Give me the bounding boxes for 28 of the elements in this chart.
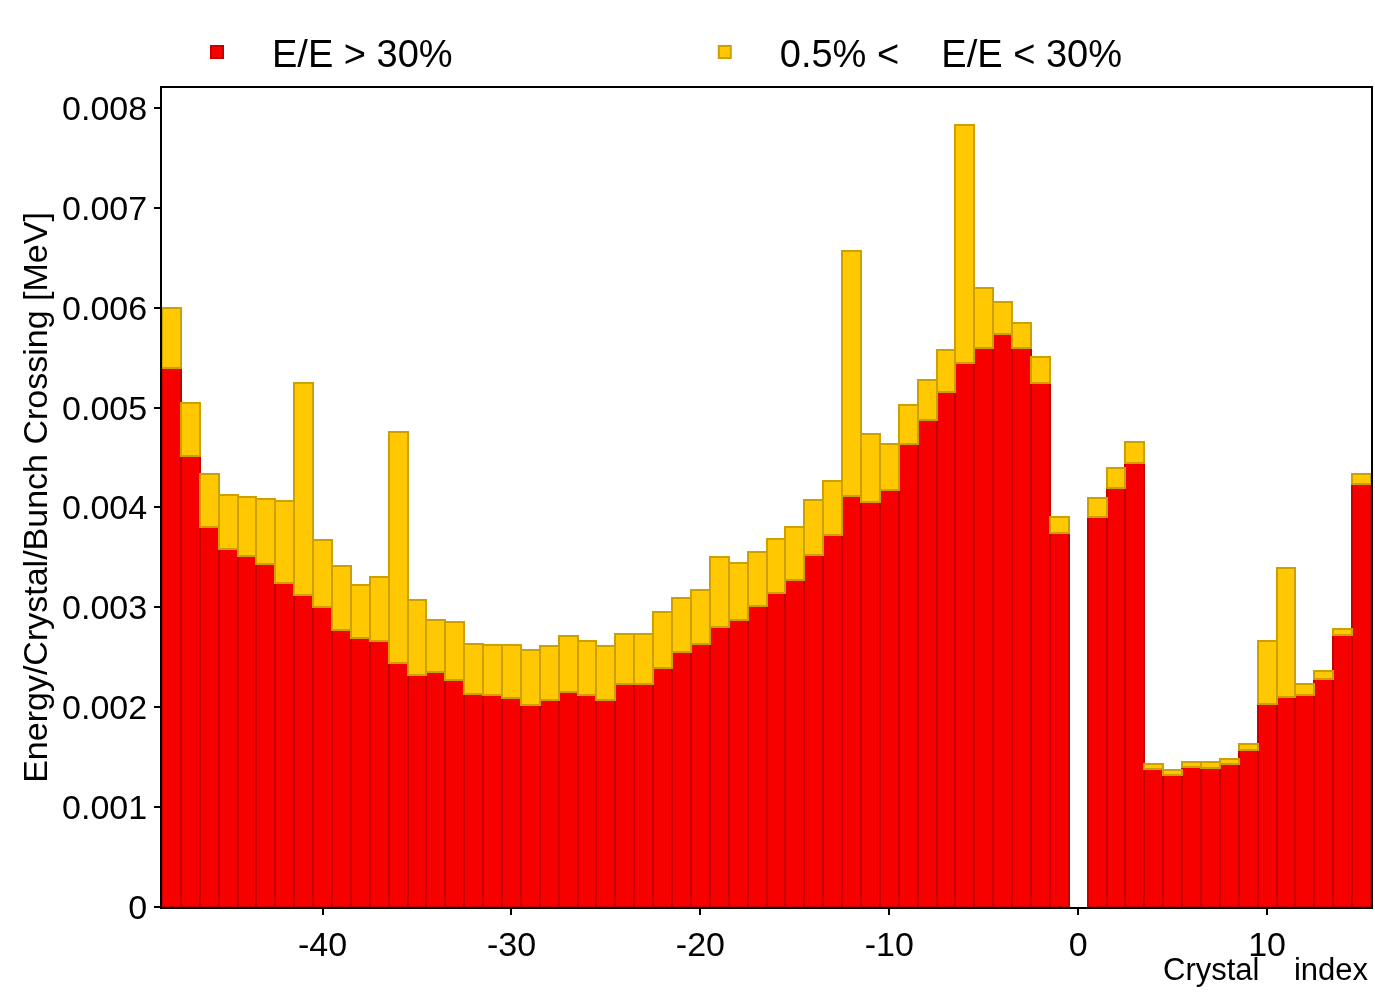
bar xyxy=(1030,356,1051,384)
x-tick-label: -20 xyxy=(675,924,725,963)
bar xyxy=(1106,467,1126,489)
y-tick-label: 0.007 xyxy=(62,188,148,227)
legend-label: 0.5% < E/E < 30% xyxy=(779,32,1122,75)
legend-label: E/E > 30% xyxy=(272,32,453,75)
x-tick-label: -30 xyxy=(486,924,537,963)
bar xyxy=(1332,628,1353,636)
y-tick-label: 0.001 xyxy=(62,788,148,827)
bar xyxy=(1049,516,1070,534)
bar xyxy=(1313,670,1334,680)
x-tick-label: 0 xyxy=(1068,924,1088,963)
y-tick-label: 0.008 xyxy=(62,88,148,127)
bar xyxy=(1124,441,1145,464)
x-tick-label: -40 xyxy=(298,924,348,963)
y-tick-label: 0 xyxy=(128,887,148,926)
y-tick-label: 0.006 xyxy=(62,288,148,327)
y-tick-label: 0.003 xyxy=(62,588,148,627)
y-tick-label: 0.004 xyxy=(62,488,148,527)
y-axis-title: Energy/Crystal/Bunch Crossing [MeV] xyxy=(16,212,55,783)
bar xyxy=(162,307,182,369)
y-tick-label: 0.005 xyxy=(62,388,148,427)
x-tick-label: -10 xyxy=(864,924,914,963)
bar xyxy=(1087,497,1108,518)
bar xyxy=(1351,473,1371,485)
y-tick-label: 0.002 xyxy=(62,688,148,727)
bar xyxy=(180,402,201,457)
bar xyxy=(1238,743,1259,751)
